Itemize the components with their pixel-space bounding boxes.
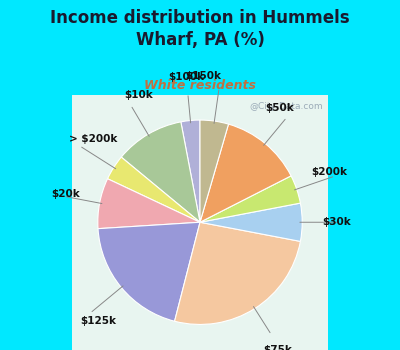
Wedge shape — [200, 120, 228, 222]
Text: Income distribution in Hummels
Wharf, PA (%): Income distribution in Hummels Wharf, PA… — [50, 9, 350, 49]
Wedge shape — [200, 203, 302, 242]
Wedge shape — [121, 122, 200, 222]
Wedge shape — [200, 176, 300, 222]
Text: $50k: $50k — [266, 103, 294, 113]
Wedge shape — [98, 179, 200, 229]
Text: $125k: $125k — [80, 316, 116, 326]
Text: > $200k: > $200k — [69, 134, 117, 144]
Text: $30k: $30k — [322, 217, 351, 227]
Wedge shape — [174, 222, 300, 324]
Polygon shape — [72, 94, 328, 350]
Text: $75k: $75k — [263, 345, 292, 350]
Wedge shape — [98, 222, 200, 321]
Text: White residents: White residents — [144, 79, 256, 92]
Text: @City-Data.com: @City-Data.com — [249, 102, 323, 111]
Text: $100k: $100k — [169, 72, 205, 82]
Text: $20k: $20k — [52, 189, 80, 199]
Text: $10k: $10k — [124, 90, 153, 100]
Wedge shape — [108, 157, 200, 222]
Text: $150k: $150k — [185, 71, 221, 80]
Text: $200k: $200k — [311, 167, 347, 177]
Wedge shape — [181, 120, 200, 222]
Wedge shape — [200, 124, 291, 222]
